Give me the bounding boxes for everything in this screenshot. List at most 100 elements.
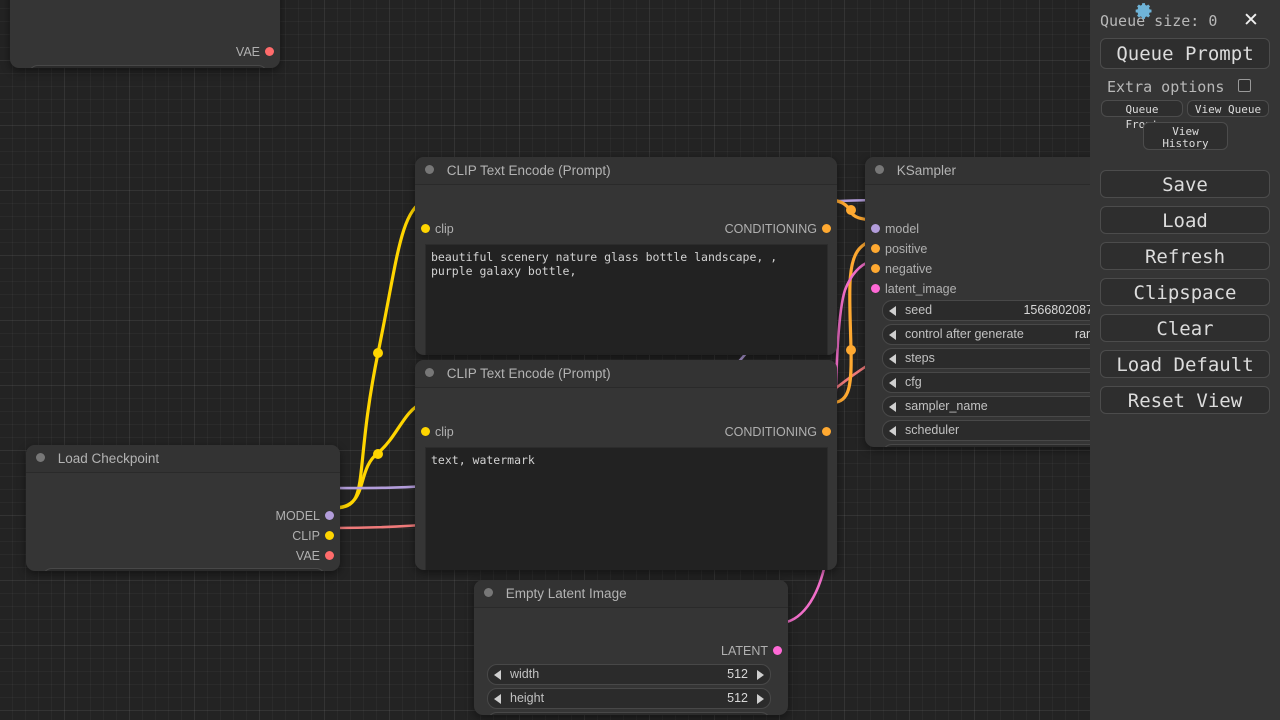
collapse-dot-icon[interactable] xyxy=(425,368,434,377)
decrement-arrow-icon[interactable] xyxy=(889,354,896,364)
collapse-dot-icon[interactable] xyxy=(875,165,884,174)
port-label: CLIP xyxy=(292,529,320,543)
port-label: clip xyxy=(435,222,454,236)
port-label: CONDITIONING xyxy=(724,425,817,439)
port-dot-clip-icon[interactable] xyxy=(421,427,430,436)
widget-batch-size[interactable]: batch_size 1 xyxy=(487,712,771,715)
port-dot-vae-icon[interactable] xyxy=(325,551,334,560)
node-empty-latent-image[interactable]: Empty Latent Image LATENT width 512 heig… xyxy=(474,580,788,715)
node-load-checkpoint[interactable]: Load Checkpoint MODEL CLIP VAE c ... xyxy=(26,445,340,571)
widget-value[interactable]: 1566802087 xyxy=(1023,303,1090,317)
port-out-conditioning[interactable]: CONDITIONING xyxy=(724,424,831,440)
refresh-button[interactable]: Refresh xyxy=(1100,242,1270,270)
reset-view-button[interactable]: Reset View xyxy=(1100,386,1270,414)
collapse-dot-icon[interactable] xyxy=(484,588,493,597)
widget-value[interactable]: pixel_space xyxy=(179,67,245,68)
node-title-bar[interactable]: CLIP Text Encode (Prompt) xyxy=(415,157,837,185)
port-in-latent-image[interactable]: latent_image xyxy=(871,281,957,297)
port-in-clip[interactable]: clip xyxy=(421,221,454,237)
port-dot-latent-icon[interactable] xyxy=(773,646,782,655)
node-load-vae[interactable]: VAE vae_name pixel_space xyxy=(10,0,280,68)
widget-vae-name[interactable]: vae_name pixel_space xyxy=(28,65,268,68)
port-out-clip[interactable]: CLIP xyxy=(292,528,334,544)
close-icon[interactable]: ✕ xyxy=(1243,10,1259,31)
prompt-textarea-positive[interactable]: beautiful scenery nature glass bottle la… xyxy=(425,244,828,355)
widget-ckpt-name[interactable]: c ... v1-5-pruned-emaonly-fp16.safetenso… xyxy=(42,568,326,571)
widget-value[interactable]: ran xyxy=(1074,327,1090,341)
wire-midpoint-dot xyxy=(373,449,383,459)
port-in-model[interactable]: model xyxy=(871,221,919,237)
widget-control-after-generate[interactable]: control after generate ran xyxy=(882,324,1090,345)
port-dot-conditioning-icon[interactable] xyxy=(822,224,831,233)
port-dot-model-icon[interactable] xyxy=(871,224,880,233)
prompt-textarea-negative[interactable]: text, watermark xyxy=(425,447,828,570)
port-in-negative[interactable]: negative xyxy=(871,261,932,277)
node-title-bar[interactable]: CLIP Text Encode (Prompt) xyxy=(415,360,837,388)
node-clip-text-encode-negative[interactable]: CLIP Text Encode (Prompt) clip CONDITION… xyxy=(415,360,837,570)
port-dot-clip-icon[interactable] xyxy=(421,224,430,233)
increment-arrow-icon[interactable] xyxy=(757,670,764,680)
increment-arrow-icon[interactable] xyxy=(757,694,764,704)
port-out-vae[interactable]: VAE xyxy=(296,548,334,564)
decrement-arrow-icon[interactable] xyxy=(889,330,896,340)
port-dot-conditioning-icon[interactable] xyxy=(822,427,831,436)
widget-seed[interactable]: seed 1566802087 xyxy=(882,300,1090,321)
wire-clip-negative xyxy=(332,401,424,510)
collapse-dot-icon[interactable] xyxy=(36,453,45,462)
extra-options-checkbox[interactable] xyxy=(1238,79,1251,92)
decrement-arrow-icon[interactable] xyxy=(889,306,896,316)
port-label: latent_image xyxy=(885,282,957,296)
port-out-model[interactable]: MODEL xyxy=(276,508,334,524)
wire-midpoint-dot xyxy=(846,205,856,215)
widget-scheduler[interactable]: scheduler xyxy=(882,420,1090,441)
port-out-latent[interactable]: LATENT xyxy=(721,643,782,659)
node-graph-canvas[interactable]: VAE vae_name pixel_space CLIP Text Encod… xyxy=(0,0,1090,720)
port-in-positive[interactable]: positive xyxy=(871,241,927,257)
port-dot-model-icon[interactable] xyxy=(325,511,334,520)
load-default-button[interactable]: Load Default xyxy=(1100,350,1270,378)
widget-sampler-name[interactable]: sampler_name xyxy=(882,396,1090,417)
view-history-line1: View xyxy=(1172,125,1199,138)
widget-value[interactable]: 512 xyxy=(727,691,748,705)
gear-icon[interactable] xyxy=(1134,1,1154,21)
node-ksampler[interactable]: KSampler model positive negative latent xyxy=(865,157,1090,447)
port-in-clip[interactable]: clip xyxy=(421,424,454,440)
node-title-bar[interactable]: KSampler xyxy=(865,157,1090,185)
widget-value[interactable]: v1-5-pruned-emaonly-fp16.safetensors xyxy=(86,570,301,571)
port-dot-positive-icon[interactable] xyxy=(871,244,880,253)
collapse-dot-icon[interactable] xyxy=(425,165,434,174)
node-clip-text-encode-positive[interactable]: CLIP Text Encode (Prompt) clip CONDITION… xyxy=(415,157,837,355)
extra-options-label: Extra options xyxy=(1107,78,1225,96)
port-out-conditioning[interactable]: CONDITIONING xyxy=(725,221,831,237)
clipspace-button[interactable]: Clipspace xyxy=(1100,278,1270,306)
widget-denoise[interactable]: denoise xyxy=(882,444,1090,447)
queue-size-row: Queue size: 0 ✕ xyxy=(1090,10,1280,32)
load-button[interactable]: Load xyxy=(1100,206,1270,234)
save-button[interactable]: Save xyxy=(1100,170,1270,198)
widget-value[interactable]: 1 xyxy=(741,714,748,715)
widget-steps[interactable]: steps xyxy=(882,348,1090,369)
decrement-arrow-icon[interactable] xyxy=(494,694,501,704)
port-out-vae[interactable]: VAE xyxy=(236,44,274,60)
node-title-bar[interactable]: Empty Latent Image xyxy=(474,580,788,608)
decrement-arrow-icon[interactable] xyxy=(889,402,896,412)
widget-width[interactable]: width 512 xyxy=(487,664,771,685)
port-dot-clip-icon[interactable] xyxy=(325,531,334,540)
comfy-menu-panel: Queue size: 0 ✕ Queue Prompt Extra optio… xyxy=(1090,0,1280,720)
port-dot-negative-icon[interactable] xyxy=(871,264,880,273)
widget-cfg[interactable]: cfg xyxy=(882,372,1090,393)
decrement-arrow-icon[interactable] xyxy=(889,378,896,388)
queue-prompt-button[interactable]: Queue Prompt xyxy=(1100,38,1270,69)
node-title-bar[interactable]: Load Checkpoint xyxy=(26,445,340,473)
widget-height[interactable]: height 512 xyxy=(487,688,771,709)
widget-value[interactable]: 512 xyxy=(727,667,748,681)
port-dot-latent-icon[interactable] xyxy=(871,284,880,293)
view-queue-button[interactable]: View Queue xyxy=(1187,100,1269,117)
view-history-button[interactable]: View History xyxy=(1143,122,1228,150)
port-dot-vae-icon[interactable] xyxy=(265,47,274,56)
decrement-arrow-icon[interactable] xyxy=(494,670,501,680)
queue-front-button[interactable]: Queue Front xyxy=(1101,100,1183,131)
decrement-arrow-icon[interactable] xyxy=(889,426,896,436)
clear-button[interactable]: Clear xyxy=(1100,314,1270,342)
node-title-text: Load Checkpoint xyxy=(57,451,160,466)
